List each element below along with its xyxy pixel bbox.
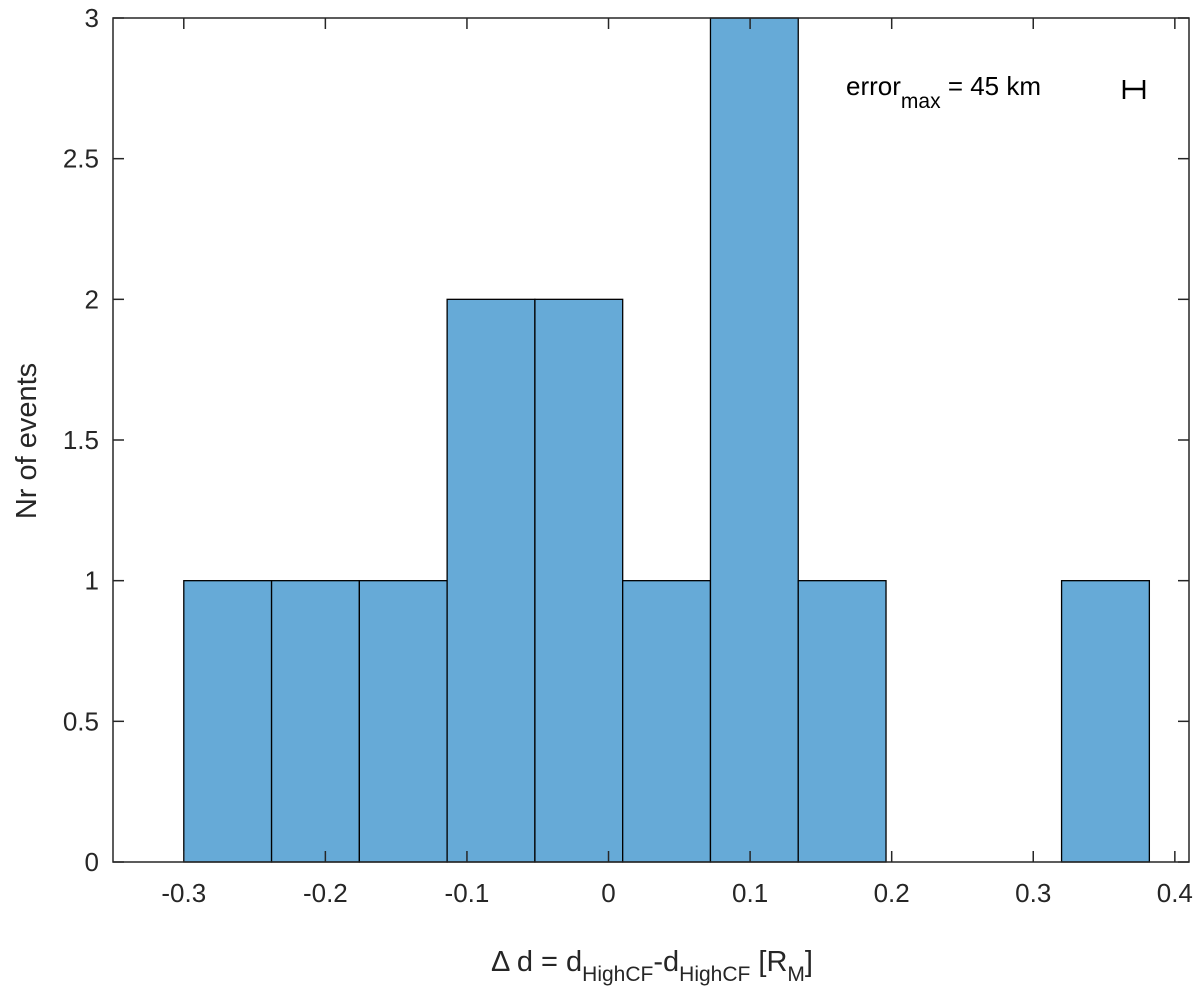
x-axis-label: Δ d = dHighCF-dHighCF [RM] — [491, 946, 813, 986]
histogram-bar — [534, 298, 624, 863]
x-axis-label-mid: -d — [653, 946, 679, 978]
histogram-bar — [358, 580, 448, 863]
bars-group — [183, 17, 1151, 863]
x-axis-label-unit-open: [R — [750, 946, 787, 978]
histogram-bar — [1060, 580, 1151, 863]
x-tick-label: -0.1 — [445, 878, 490, 908]
histogram-bar — [709, 17, 799, 863]
y-tick-label: 1.5 — [63, 425, 99, 455]
y-axis-label: Nr of events — [11, 363, 43, 519]
histogram-bar — [270, 580, 360, 863]
error-annotation: errormax = 45 km — [846, 71, 1041, 113]
y-tick-label: 2 — [85, 284, 99, 314]
x-tick-label: 0 — [601, 878, 615, 908]
x-tick-label: 0.3 — [1015, 878, 1051, 908]
error-annotation-sub: max — [901, 90, 941, 113]
x-tick-label: -0.2 — [303, 878, 348, 908]
histogram-bar — [183, 580, 273, 863]
ticks-group — [113, 17, 1189, 863]
x-tick-label: 0.2 — [874, 878, 910, 908]
histogram-bar — [622, 580, 712, 863]
x-axis-label-unit-close: ] — [805, 946, 813, 978]
y-tick-label: 0.5 — [63, 706, 99, 736]
x-axis-label-unit-sub: M — [787, 963, 805, 986]
x-tick-label: -0.3 — [161, 878, 206, 908]
y-tick-label: 1 — [85, 566, 99, 596]
tick-labels-group: -0.3 -0.2 -0.1 0 0.1 0.2 0.3 0.4 0 0.5 1 1.5 2 2.5 3 — [63, 3, 1193, 908]
y-tick-label: 0 — [85, 847, 99, 877]
x-tick-label: 0.4 — [1157, 878, 1193, 908]
x-axis-label-sub1: HighCF — [582, 963, 653, 986]
histogram-bar — [446, 298, 536, 863]
error-annotation-main: error — [846, 71, 901, 101]
x-tick-label: 0.1 — [732, 878, 768, 908]
histogram-bar — [797, 580, 887, 863]
y-tick-label: 3 — [85, 3, 99, 33]
x-axis-label-prefix: Δ d = d — [491, 946, 582, 978]
error-bar-icon — [1122, 80, 1146, 99]
x-axis-label-sub2: HighCF — [679, 963, 750, 986]
error-annotation-rest: = 45 km — [941, 71, 1041, 101]
y-tick-label: 2.5 — [63, 144, 99, 174]
